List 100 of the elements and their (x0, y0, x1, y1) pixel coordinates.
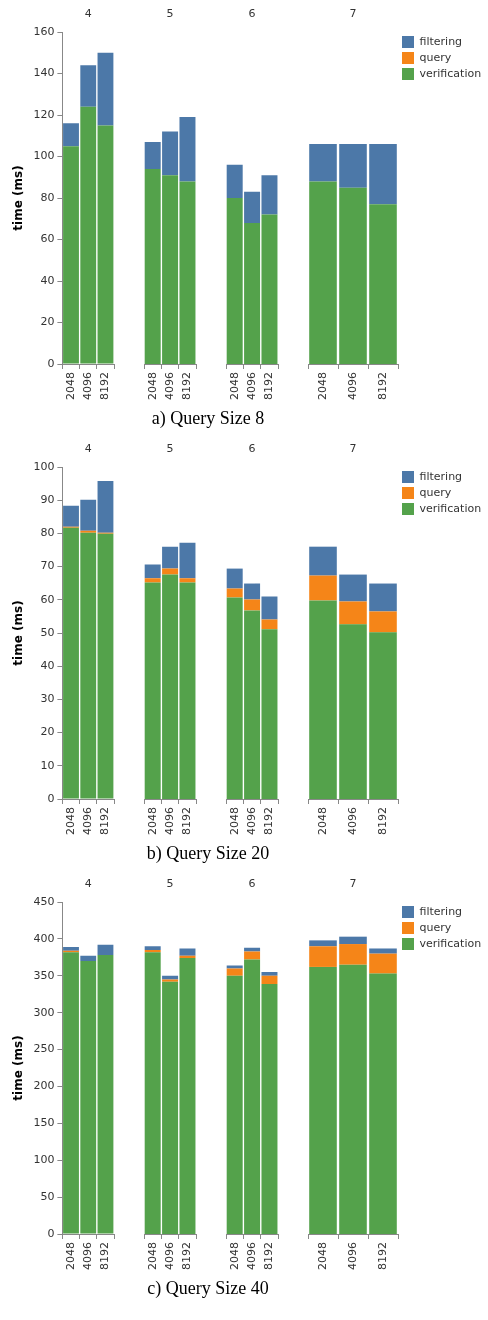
bar (179, 578, 196, 583)
x-tick-label: 2048 (145, 807, 159, 836)
bar (80, 955, 97, 962)
bar (179, 948, 196, 956)
y-tick-label: 60 (40, 232, 55, 246)
x-tick-label: 2048 (227, 372, 241, 401)
x-tick-label: 8192 (98, 372, 112, 401)
y-tick-label: 60 (40, 592, 55, 606)
bar (162, 979, 179, 982)
y-tick-label: 400 (33, 931, 55, 945)
y-tick-label: 40 (40, 273, 55, 287)
bar (309, 940, 337, 947)
text: b) Query Size 20 (145, 842, 271, 865)
bar (339, 944, 367, 965)
bar (369, 973, 397, 1235)
x-tick-label: 4096 (345, 807, 359, 836)
bar (226, 965, 243, 969)
bar (369, 948, 397, 954)
bar (369, 583, 397, 612)
bar (261, 972, 278, 976)
bar (339, 936, 367, 945)
y-axis-title: time (ms) (11, 1035, 26, 1101)
x-tick-label: 8192 (262, 1242, 276, 1271)
bar (63, 123, 79, 147)
x-tick-label: 2048 (145, 1242, 159, 1271)
x-tick-label: 8192 (180, 807, 194, 836)
bar (144, 578, 161, 583)
y-tick-label: 350 (33, 968, 55, 982)
x-tick-label: 2048 (227, 1242, 241, 1271)
chart-title: 6 (248, 442, 256, 456)
y-tick-label: 0 (47, 791, 55, 805)
bar (97, 480, 114, 533)
x-tick-label: 2048 (63, 807, 77, 836)
bar (97, 533, 114, 799)
x-tick-label: 2048 (227, 807, 241, 836)
bar (309, 546, 337, 576)
legend-label: query (419, 50, 452, 64)
x-tick-label: 4096 (345, 1242, 359, 1271)
y-tick-label: 100 (33, 1153, 55, 1167)
y-axis-title: time (ms) (11, 600, 26, 666)
y-tick-label: 0 (47, 356, 55, 370)
x-tick-label: 8192 (375, 807, 389, 836)
bar (339, 144, 367, 188)
legend-label: query (419, 920, 452, 934)
x-tick-label: 4096 (81, 372, 95, 401)
bar (369, 144, 397, 205)
bar (369, 611, 397, 633)
y-tick-label: 140 (33, 66, 55, 80)
x-tick-label: 2048 (315, 372, 329, 401)
bar (309, 946, 337, 967)
bar (226, 968, 243, 976)
bar (80, 65, 97, 107)
chart-title: 5 (166, 877, 174, 891)
y-tick-label: 100 (33, 459, 55, 473)
chart-title: 6 (248, 7, 256, 21)
bar (179, 955, 196, 959)
y-tick-label: 10 (40, 758, 55, 772)
bar (309, 600, 337, 800)
bar (244, 599, 261, 611)
x-tick-label: 2048 (63, 372, 77, 401)
x-tick-label: 8192 (98, 807, 112, 836)
x-tick-label: 4096 (162, 1242, 176, 1271)
y-tick-label: 30 (40, 692, 55, 706)
x-tick-label: 4096 (162, 807, 176, 836)
legend-label: filtering (419, 904, 463, 918)
y-tick-label: 20 (40, 725, 55, 739)
chart-title: 4 (84, 7, 92, 21)
bar (369, 953, 397, 974)
y-tick-label: 250 (33, 1042, 55, 1056)
bar (339, 574, 367, 602)
bar (309, 966, 337, 1235)
bar (339, 964, 367, 1235)
chart-title: 6 (248, 877, 256, 891)
x-tick-label: 2048 (315, 1242, 329, 1271)
x-tick-label: 8192 (180, 372, 194, 401)
bar (97, 955, 114, 1234)
legend-label: verification (419, 936, 482, 950)
y-tick-label: 120 (33, 107, 55, 121)
bar (369, 632, 397, 800)
x-tick-label: 4096 (345, 372, 359, 401)
y-tick-label: 70 (40, 559, 55, 573)
x-tick-label: 4096 (244, 807, 258, 836)
x-tick-label: 4096 (244, 372, 258, 401)
legend-label: verification (419, 66, 482, 80)
y-tick-label: 80 (40, 190, 55, 204)
chart-title: 7 (349, 7, 357, 21)
chart-title: 5 (166, 442, 174, 456)
y-tick-label: 40 (40, 659, 55, 673)
chart-title: 5 (166, 7, 174, 21)
chart-title: 7 (349, 877, 357, 891)
x-tick-label: 4096 (162, 372, 176, 401)
y-tick-label: 90 (40, 493, 55, 507)
y-axis-title: time (ms) (11, 165, 26, 231)
bar (309, 575, 337, 601)
x-tick-label: 4096 (81, 1242, 95, 1271)
x-tick-label: 2048 (145, 372, 159, 401)
y-tick-label: 160 (33, 24, 55, 38)
x-tick-label: 2048 (63, 1242, 77, 1271)
y-tick-label: 300 (33, 1005, 55, 1019)
x-tick-label: 4096 (244, 1242, 258, 1271)
